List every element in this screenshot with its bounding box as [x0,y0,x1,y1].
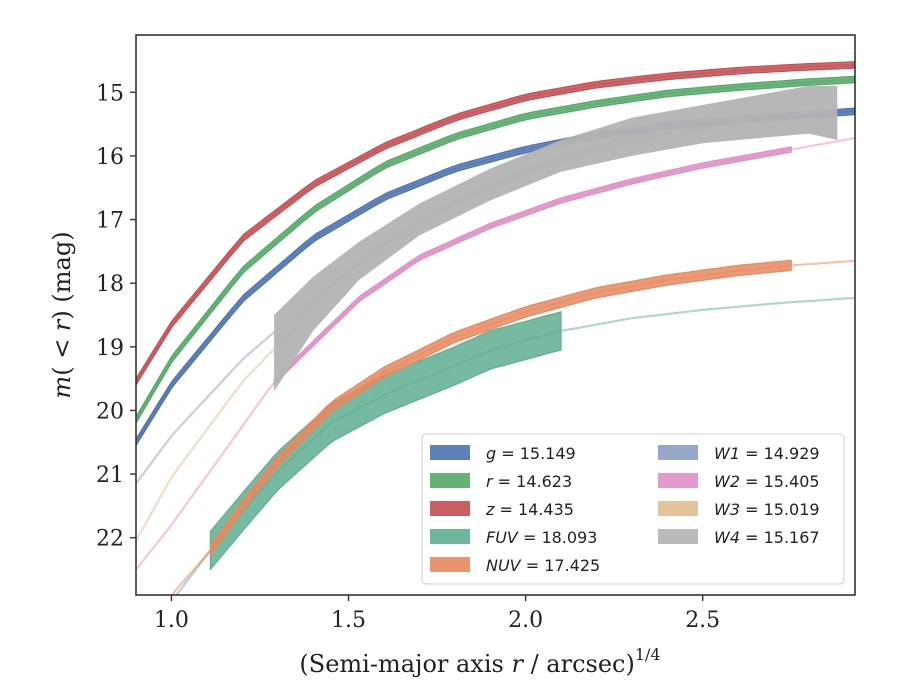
series-z [136,61,855,387]
x-tick-label: 2.0 [508,608,543,633]
legend-label-value: = 15.149 [496,444,576,463]
y-axis-label-var: m [48,376,76,399]
legend-label-name: NUV [486,556,522,575]
y-axis-label: m( < r) (mag) [48,231,76,398]
legend-label-w2: W2 = 15.405 [714,472,820,491]
y-axis-label-var2: r [48,318,76,331]
legend-item-g: g = 15.149 [430,444,576,463]
y-tick-label: 20 [96,399,124,424]
legend-item-w4: W4 = 15.167 [658,528,820,547]
legend-label-g: g = 15.149 [486,444,576,463]
series-w2-band [273,146,792,386]
legend-label-value: = 15.167 [740,528,820,547]
legend-label-name: W2 [714,472,740,491]
y-tick-label: 17 [96,209,124,234]
x-tick-label: 2.5 [685,608,720,633]
legend-label-w4: W4 = 15.167 [714,528,820,547]
legend-label-w3: W3 = 15.019 [714,500,820,519]
y-tick-label: 21 [96,463,124,488]
series-g-band [136,107,855,447]
x-axis-label: (Semi-major axis r / arcsec)1/4 [299,645,660,678]
legend-item-r: r = 14.623 [430,472,572,491]
series-w4 [273,85,838,392]
y-axis: 15 16 17 18 19 20 21 22 [96,81,136,552]
legend-label-value: = 15.019 [740,500,820,519]
series-z-band [136,61,855,387]
legend-item-w3: W3 = 15.019 [658,500,820,519]
legend-swatch-w4 [658,529,698,544]
y-axis-label-close: ) (mag) [48,231,76,319]
legend-swatch-w3 [658,501,698,516]
y-tick-label: 18 [96,272,124,297]
legend-swatch-r [430,473,470,488]
x-axis-label-open: (Semi-major axis [299,650,511,678]
legend-label-value: = 15.405 [740,472,820,491]
series-r [136,75,855,425]
legend-item-nuv: NUV = 17.425 [430,556,600,575]
x-tick-label: 1.0 [154,608,189,633]
legend-item-fuv: FUV = 18.093 [430,528,597,547]
series-w2 [136,137,855,571]
legend-label-name: r [486,472,494,491]
legend-label-z: z = 14.435 [485,500,574,519]
legend-label-w1: W1 = 14.929 [714,444,820,463]
x-axis: 1.0 1.5 2.0 2.5 [154,595,720,633]
x-tick-label: 1.5 [331,608,366,633]
x-axis-label-close: / arcsec) [523,650,635,678]
legend-label-r: r = 14.623 [486,472,572,491]
series-layer [136,61,855,595]
legend-item-w2: W2 = 15.405 [658,472,820,491]
legend-label-name: g [486,444,496,463]
y-tick-label: 19 [96,336,124,361]
plot-frame [135,34,856,596]
legend-label-name: W1 [714,444,740,463]
legend-item-w1: W1 = 14.929 [658,444,820,463]
legend-label-name: W3 [714,500,740,519]
legend-swatch-z [430,501,470,516]
series-nuv [170,259,855,595]
legend-label-value: = 14.435 [494,500,574,519]
y-axis-label-mid: ( < [48,331,76,376]
legend-label-name: z [485,500,495,519]
y-tick-label: 16 [96,145,124,170]
y-tick-label: 15 [96,81,124,106]
legend-label-name: FUV [486,528,519,547]
legend-item-z: z = 14.435 [430,500,574,519]
series-w4-band [274,85,838,392]
series-nuv-band [209,259,792,558]
legend-swatch-w1 [658,445,698,460]
x-axis-label-power: 1/4 [635,645,661,664]
series-r-band [136,75,855,425]
legend-label-fuv: FUV = 18.093 [486,528,597,547]
legend-label-nuv: NUV = 17.425 [486,556,600,575]
legend-swatch-fuv [430,529,470,544]
legend-label-value: = 14.929 [740,444,820,463]
legend-box [421,433,845,585]
legend-label-value: = 18.093 [518,528,598,547]
legend-label-name: W4 [714,528,740,547]
legend-label-value: = 14.623 [493,472,573,491]
legend-label-value: = 17.425 [521,556,601,575]
legend-swatch-g [430,445,470,460]
legend-swatch-w2 [658,473,698,488]
legend-swatch-nuv [430,557,470,572]
x-axis-label-var: r [511,650,524,678]
y-tick-label: 22 [96,527,124,552]
